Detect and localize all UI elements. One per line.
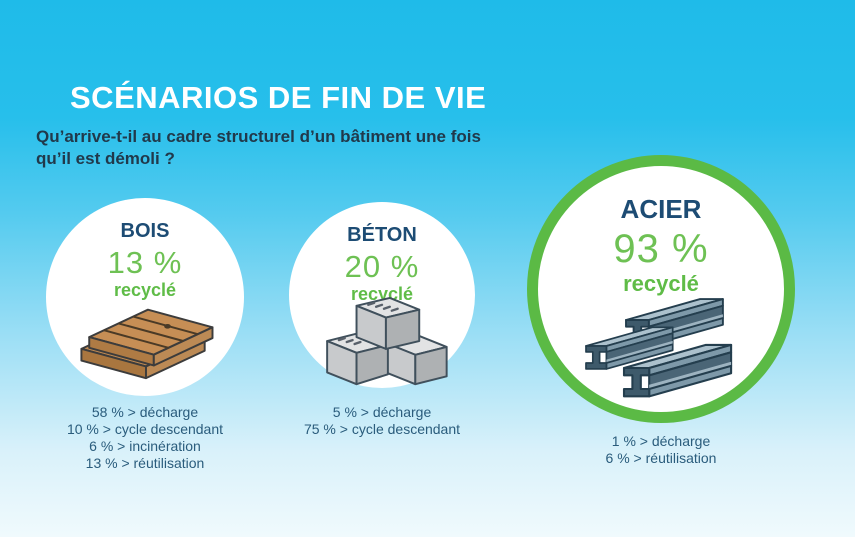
steel-beams-icon	[580, 288, 742, 411]
wood-planks-icon	[80, 308, 214, 380]
page-subtitle: Qu’arrive-t-il au cadre structurel d’un …	[36, 127, 481, 169]
concrete-blocks-icon	[326, 296, 448, 386]
material-card-acier: ACIER 93 % recyclé	[527, 155, 795, 423]
material-percent: 20 %	[344, 249, 420, 284]
stat-line: 1 % > décharge	[611, 433, 711, 449]
material-stats-bois: 58 % > décharge 10 % > cycle descendant …	[46, 404, 244, 472]
material-name: ACIER	[620, 194, 702, 224]
concrete-blocks-icon	[313, 296, 451, 397]
material-percent: 93 %	[613, 227, 709, 271]
stat-line: 10 % > cycle descendant	[66, 421, 224, 437]
recycled-label: recyclé	[113, 280, 177, 300]
stat-line: 5 % > décharge	[332, 404, 432, 420]
wood-planks-icon	[71, 296, 219, 391]
recycled-label: recyclé	[623, 271, 699, 296]
material-stats-acier: 1 % > décharge 6 % > réutilisation	[527, 433, 795, 467]
stat-line: 6 % > incinération	[89, 438, 201, 454]
page-title: SCÉNARIOS DE FIN DE VIE	[70, 80, 487, 115]
material-name: BOIS	[120, 220, 170, 242]
material-name: BÉTON	[347, 224, 417, 246]
material-card-beton: BÉTON 20 % recyclé	[289, 202, 475, 388]
stat-line: 75 % > cycle descendant	[303, 421, 461, 437]
stat-line: 6 % > réutilisation	[605, 450, 717, 466]
steel-beams-icon	[585, 298, 733, 398]
material-percent: 13 %	[107, 245, 183, 280]
material-card-bois: BOIS 13 % recyclé	[46, 198, 244, 396]
material-stats-beton: 5 % > décharge 75 % > cycle descendant	[289, 404, 475, 438]
stat-line: 58 % > décharge	[91, 404, 199, 420]
recycled-label: recyclé	[350, 284, 414, 304]
stat-line: 13 % > réutilisation	[85, 455, 205, 471]
